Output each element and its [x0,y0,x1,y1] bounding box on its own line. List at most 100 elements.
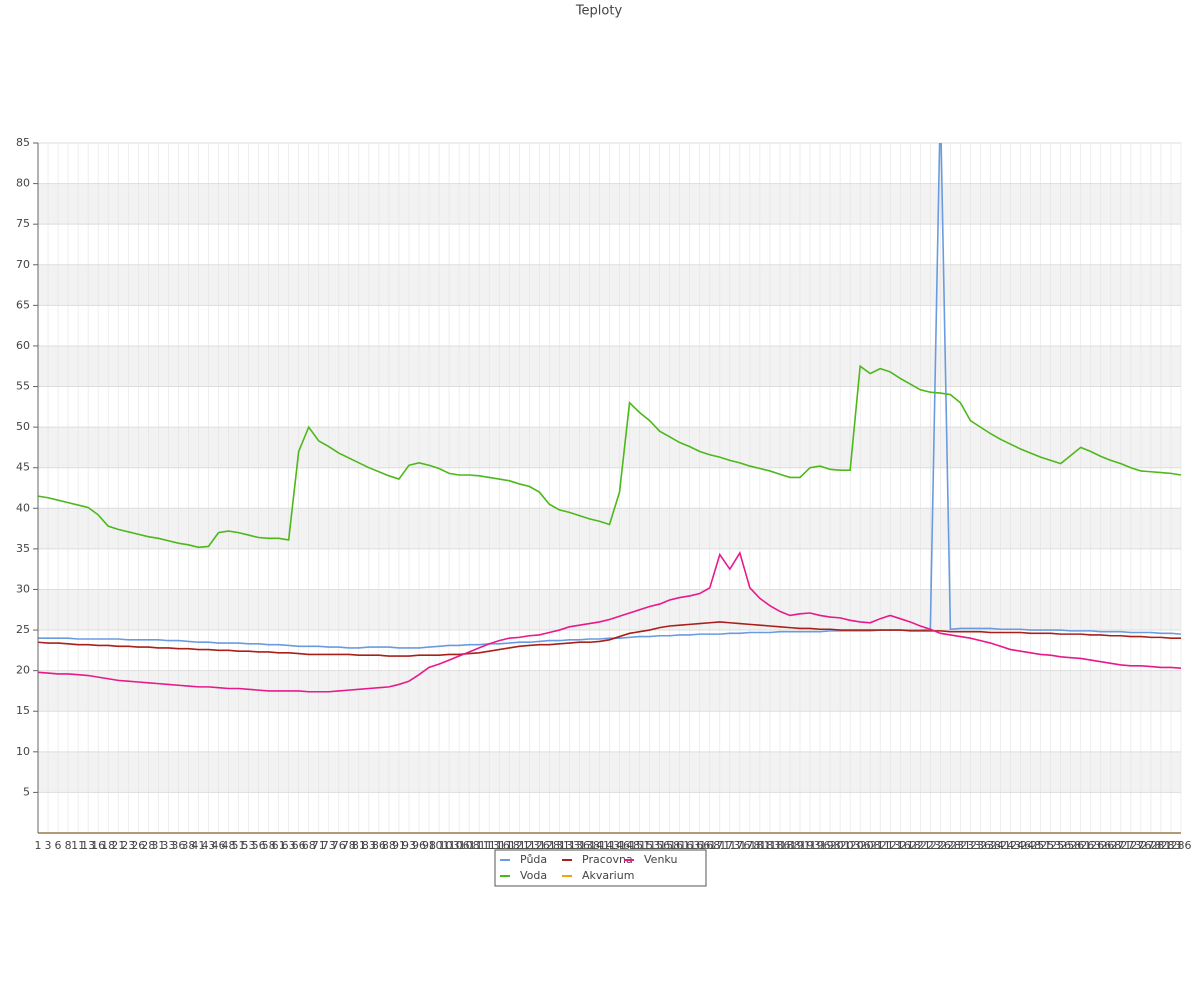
x-tick-label: 211 [870,839,891,852]
x-tick-label: 11 [71,839,85,852]
x-tick-label: 23 [121,839,135,852]
x-tick-label: 128 [539,839,560,852]
y-tick-label: 60 [16,339,30,352]
x-tick-label: 88 [382,839,396,852]
x-tick-label: 173 [719,839,740,852]
x-tick-label: 136 [569,839,590,852]
x-tick-label: 66 [292,839,306,852]
x-tick-label: 166 [689,839,710,852]
y-tick-label: 50 [16,420,30,433]
x-tick-label: 8 [65,839,72,852]
x-tick-label: 53 [242,839,256,852]
y-tick-label: 55 [16,380,30,393]
x-tick-label: 271 [1110,839,1131,852]
x-tick-label: 3 [45,839,52,852]
y-tick-label: 30 [16,582,30,595]
x-tick-label: 131 [549,839,570,852]
x-tick-label: 108 [459,839,480,852]
x-tick-label: 226 [930,839,951,852]
x-tick-label: 133 [559,839,580,852]
y-tick-label: 85 [16,136,30,149]
x-tick-label: 116 [489,839,510,852]
x-tick-label: 153 [639,839,660,852]
x-tick-label: 98 [422,839,436,852]
x-tick-label: 218 [900,839,921,852]
x-tick-label: 181 [749,839,770,852]
x-tick-label: 193 [800,839,821,852]
x-tick-label: 171 [709,839,730,852]
x-tick-label: 13 [81,839,95,852]
x-tick-label: 276 [1130,839,1151,852]
y-tick-label: 35 [16,542,30,555]
x-tick-label: 248 [1020,839,1041,852]
x-tick-label: 121 [509,839,530,852]
y-tick-label: 40 [16,501,30,514]
x-tick-label: 16 [91,839,105,852]
x-tick-label: 213 [880,839,901,852]
x-tick-label: 78 [342,839,356,852]
x-tick-label: 201 [830,839,851,852]
x-tick-label: 6 [55,839,62,852]
x-tick-label: 56 [252,839,266,852]
x-tick-label: 268 [1100,839,1121,852]
x-tick-label: 238 [980,839,1001,852]
x-tick-label: 273 [1120,839,1141,852]
legend-label: Půda [520,853,547,866]
x-tick-label: 26 [131,839,145,852]
x-tick-label: 31 [151,839,165,852]
x-tick-label: 96 [412,839,426,852]
x-tick-label: 241 [990,839,1011,852]
x-tick-label: 146 [609,839,630,852]
x-tick-label: 58 [262,839,276,852]
y-tick-label: 20 [16,664,30,677]
plot-background [37,142,1182,833]
x-tick-label: 43 [201,839,215,852]
legend-label: Akvarium [582,869,634,882]
y-tick-label: 10 [16,745,30,758]
x-tick-label: 81 [352,839,366,852]
x-tick-label: 91 [392,839,406,852]
x-tick-label: 233 [960,839,981,852]
x-tick-label: 68 [302,839,316,852]
x-tick-label: 61 [272,839,286,852]
x-tick-label: 198 [820,839,841,852]
x-tick-label: 278 [1140,839,1161,852]
x-tick-label: 261 [1070,839,1091,852]
series-line [38,364,1181,549]
x-tick-label: 141 [589,839,610,852]
x-tick-label: 48 [222,839,236,852]
x-tick-label: 266 [1090,839,1111,852]
y-tick-label: 5 [23,785,30,798]
series-line [38,550,1181,693]
chart-title: Teploty [575,4,623,19]
x-tick-label: 283 [1160,839,1181,852]
x-tick-label: 251 [1030,839,1051,852]
x-tick-label: 126 [529,839,550,852]
x-tick-label: 38 [181,839,195,852]
x-tick-label: 223 [920,839,941,852]
y-tick-label: 65 [16,298,30,311]
x-tick-label: 208 [860,839,881,852]
x-tick-label: 168 [699,839,720,852]
y-tick-label: 75 [16,217,30,230]
x-tick-label: 286 [1171,839,1192,852]
x-tick-label: 263 [1080,839,1101,852]
x-tick-label: 46 [211,839,225,852]
x-tick-label: 191 [790,839,811,852]
x-tick-label: 178 [739,839,760,852]
x-tick-label: 158 [659,839,680,852]
y-tick-label: 15 [16,704,30,717]
x-tick-label: 188 [779,839,800,852]
x-tick-label: 236 [970,839,991,852]
series-line [38,621,1181,657]
x-tick-label: 86 [372,839,386,852]
legend-box [494,849,707,887]
x-tick-label: 228 [940,839,961,852]
legend-label: Pracovna [582,853,633,866]
x-tick-label: 21 [111,839,125,852]
x-tick-label: 101 [429,839,450,852]
x-tick-label: 221 [910,839,931,852]
x-tick-label: 256 [1050,839,1071,852]
x-tick-label: 83 [362,839,376,852]
